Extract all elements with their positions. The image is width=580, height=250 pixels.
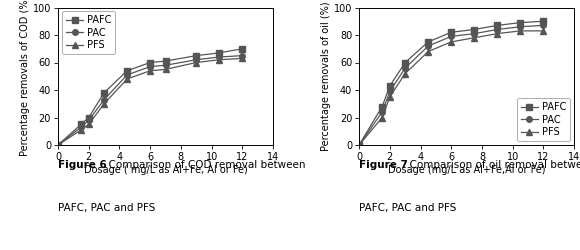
PAC: [147, 65, 154, 68]
PAFC: [55, 144, 61, 146]
Text: Comparison of oil removal between: Comparison of oil removal between: [403, 160, 580, 170]
PAFC: [85, 116, 92, 119]
PAFC: [356, 144, 362, 146]
PAC: [356, 144, 362, 146]
PAC: [402, 66, 409, 70]
Text: Figure 7: Figure 7: [359, 160, 408, 170]
PFS: [517, 29, 524, 32]
Text: Figure 6: Figure 6: [58, 160, 107, 170]
PAFC: [193, 54, 200, 57]
PAC: [540, 24, 547, 27]
Line: PAC: PAC: [356, 22, 546, 148]
PAC: [78, 126, 85, 129]
PFS: [494, 32, 501, 35]
PFS: [193, 61, 200, 64]
PAFC: [379, 105, 386, 108]
Line: PAC: PAC: [55, 53, 245, 148]
PAC: [425, 44, 432, 48]
PAC: [85, 119, 92, 122]
PFS: [162, 68, 169, 71]
PFS: [100, 102, 107, 105]
Text: Comparison of COD removal between: Comparison of COD removal between: [102, 160, 305, 170]
PAFC: [78, 123, 85, 126]
PAC: [100, 98, 107, 101]
Line: PFS: PFS: [356, 28, 546, 148]
PAC: [239, 54, 246, 57]
PAFC: [100, 91, 107, 94]
Y-axis label: Percentage removals of oil (%): Percentage removals of oil (%): [321, 2, 331, 151]
PAC: [55, 144, 61, 146]
Legend: PAFC, PAC, PFS: PAFC, PAC, PFS: [62, 12, 115, 54]
PAC: [448, 35, 455, 38]
PFS: [356, 144, 362, 146]
PAFC: [124, 69, 130, 72]
PAFC: [448, 31, 455, 34]
PAFC: [425, 40, 432, 43]
PAFC: [162, 60, 169, 62]
PFS: [386, 95, 393, 98]
PAFC: [239, 47, 246, 50]
Line: PAFC: PAFC: [55, 46, 245, 148]
PFS: [402, 72, 409, 75]
Legend: PAFC, PAC, PFS: PAFC, PAC, PFS: [517, 98, 570, 141]
PAC: [494, 28, 501, 31]
PAFC: [402, 61, 409, 64]
PAC: [379, 110, 386, 114]
PFS: [448, 40, 455, 43]
PAFC: [471, 28, 478, 31]
X-axis label: Dosage (mg/L as Al+Fe,Al or Fe): Dosage (mg/L as Al+Fe,Al or Fe): [388, 165, 545, 175]
PAFC: [517, 21, 524, 24]
PAFC: [386, 84, 393, 87]
PFS: [78, 128, 85, 132]
Text: PAFC, PAC and PFS: PAFC, PAC and PFS: [58, 202, 155, 212]
X-axis label: Dosage ( mg/L as Al+Fe, Al or Fe): Dosage ( mg/L as Al+Fe, Al or Fe): [84, 165, 248, 175]
PFS: [471, 36, 478, 39]
PFS: [425, 50, 432, 53]
PAC: [517, 25, 524, 28]
Line: PFS: PFS: [55, 56, 245, 148]
PAFC: [540, 20, 547, 23]
PAC: [471, 32, 478, 35]
PAC: [124, 74, 130, 76]
PFS: [85, 123, 92, 126]
Y-axis label: Percentage removals of COD (%): Percentage removals of COD (%): [20, 0, 30, 156]
Line: PAFC: PAFC: [356, 18, 546, 148]
PAC: [193, 58, 200, 61]
PFS: [124, 78, 130, 80]
Text: PAFC, PAC and PFS: PAFC, PAC and PFS: [359, 202, 456, 212]
PFS: [55, 144, 61, 146]
PAC: [216, 56, 223, 58]
PAC: [386, 90, 393, 93]
PAC: [162, 64, 169, 67]
PAFC: [147, 61, 154, 64]
PFS: [216, 58, 223, 61]
PFS: [147, 69, 154, 72]
PFS: [379, 116, 386, 119]
PFS: [540, 29, 547, 32]
PAFC: [216, 52, 223, 54]
PFS: [239, 57, 246, 60]
PAFC: [494, 24, 501, 27]
